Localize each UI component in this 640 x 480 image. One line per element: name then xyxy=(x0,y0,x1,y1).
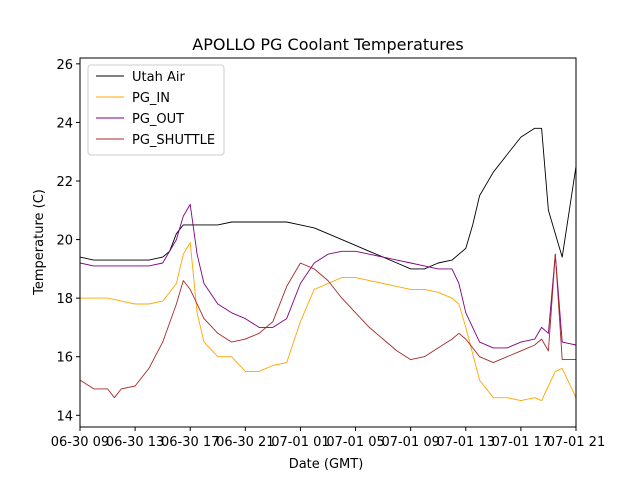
legend-label: PG_SHUTTLE xyxy=(132,133,215,148)
x-tick-label: 06-30 17 xyxy=(161,435,219,450)
y-tick-label: 18 xyxy=(56,292,73,307)
x-tick-label: 07-01 13 xyxy=(437,435,495,450)
x-tick-label: 07-01 17 xyxy=(492,435,550,450)
y-axis: 14 16 18 20 22 24 26 xyxy=(56,58,80,424)
series-line-utah-air xyxy=(80,127,576,270)
legend-label: PG_IN xyxy=(132,91,170,106)
x-tick-label: 07-01 21 xyxy=(547,435,605,450)
y-tick-label: 20 xyxy=(56,234,73,249)
x-tick-label: 06-30 09 xyxy=(51,435,109,450)
legend-label: Utah Air xyxy=(132,70,185,85)
series-line-pg-out xyxy=(80,203,576,349)
x-tick-label: 07-01 09 xyxy=(381,435,439,450)
x-tick-label: 07-01 01 xyxy=(271,435,329,450)
legend: Utah Air PG_IN PG_OUT PG_SHUTTLE xyxy=(87,64,225,156)
y-axis-label: Temperature (C) xyxy=(32,189,47,296)
x-tick-label: 06-30 21 xyxy=(216,435,274,450)
legend-box xyxy=(87,64,225,156)
x-axis-label: Date (GMT) xyxy=(289,457,364,472)
y-tick-label: 16 xyxy=(56,351,73,366)
chart-title: APOLLO PG Coolant Temperatures xyxy=(192,35,463,54)
series-line-pg-in xyxy=(80,242,576,402)
y-tick-label: 26 xyxy=(56,58,73,73)
series-layer xyxy=(80,127,576,402)
y-tick-label: 14 xyxy=(56,409,73,424)
plot-frame xyxy=(79,57,577,428)
x-tick-label: 07-01 05 xyxy=(326,435,384,450)
y-tick-label: 22 xyxy=(56,175,73,190)
x-tick-label: 06-30 13 xyxy=(106,435,164,450)
legend-label: PG_OUT xyxy=(132,112,184,127)
series-line-pg-shuttle xyxy=(80,253,576,399)
y-tick-label: 24 xyxy=(56,116,73,131)
